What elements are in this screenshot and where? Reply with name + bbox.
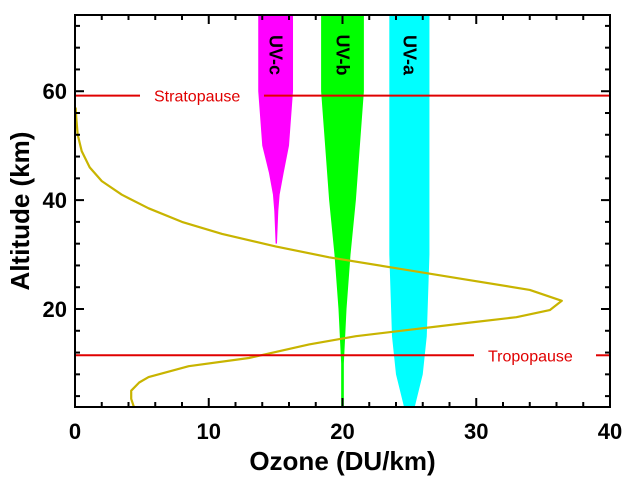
- uv-bands: [258, 15, 430, 407]
- y-axis-title: Altitude (km): [5, 132, 35, 291]
- tick-labels: 0 10 20 30 40 20 40 60: [43, 79, 623, 444]
- uv-band-label-uv-b: UV-b: [333, 34, 353, 75]
- x-tick-label: 30: [464, 419, 488, 444]
- tropopause-label: Tropopause: [488, 348, 573, 365]
- x-tick-label: 40: [598, 419, 622, 444]
- ozone-profile-line: [74, 107, 563, 408]
- uv-band-uv-b: [321, 15, 364, 407]
- y-tick-label: 20: [43, 297, 67, 322]
- x-tick-label: 20: [330, 419, 354, 444]
- uv-band-uv-c: [258, 15, 294, 244]
- axis-ticks: [74, 15, 611, 407]
- x-tick-label: 0: [69, 419, 81, 444]
- x-tick-label: 10: [197, 419, 221, 444]
- y-tick-label: 40: [43, 188, 67, 213]
- y-tick-label: 60: [43, 79, 67, 104]
- reference-lines: Stratopause Tropopause: [75, 89, 610, 365]
- ozone-profile: [74, 107, 563, 408]
- uv-band-label-uv-a: UV-a: [399, 35, 419, 76]
- uv-band-uv-a: [389, 15, 430, 407]
- x-axis-title: Ozone (DU/km): [249, 446, 435, 476]
- uv-band-label-uv-c: UV-c: [266, 35, 286, 75]
- stratopause-label: Stratopause: [154, 89, 240, 106]
- uv-band-labels: UV-c UV-b UV-a: [266, 34, 420, 75]
